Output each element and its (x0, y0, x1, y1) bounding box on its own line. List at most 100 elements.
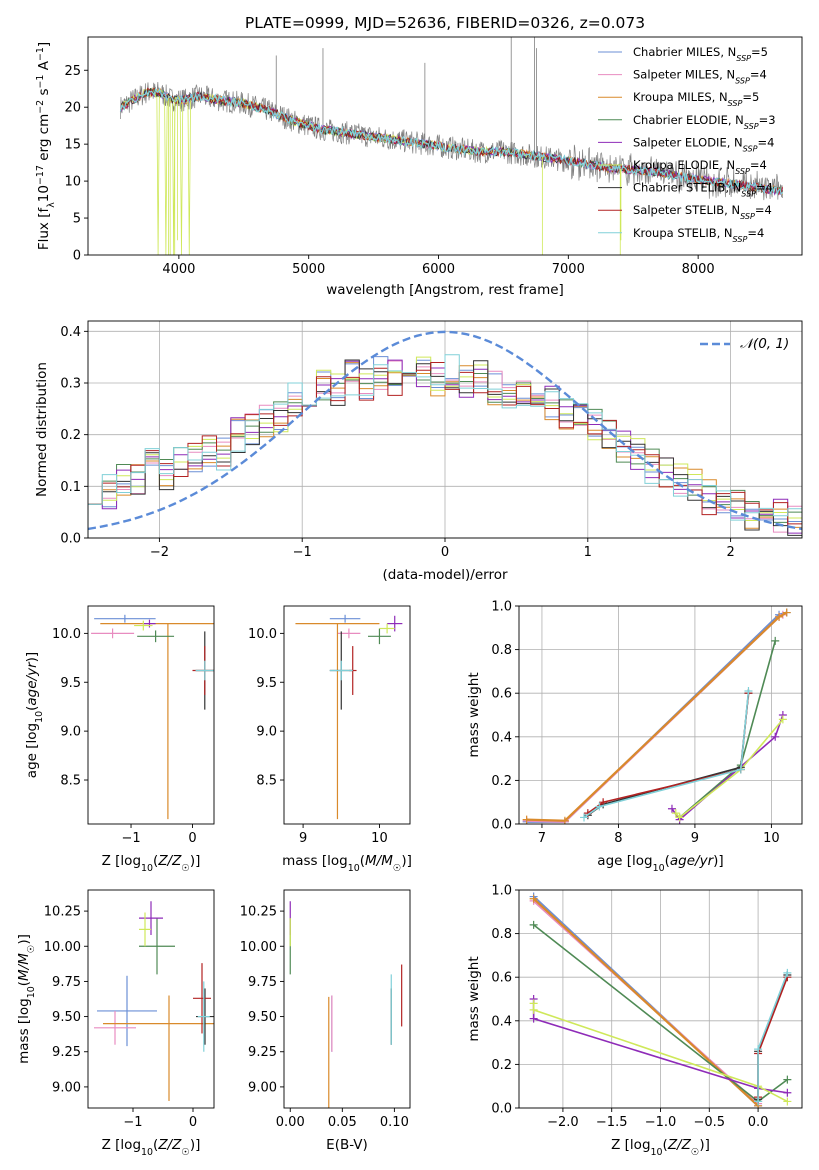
y-tick-label: 0.8 (491, 927, 512, 942)
panel-weight-Z: −2.0 −1.5 −1.0 −0.5 0.0 0.0 0.2 0.4 0.6 0.8 1.0 mas… (466, 884, 803, 1158)
plot-area (289, 901, 403, 1108)
weight-point-marker (529, 1005, 538, 1014)
x-axis-label: wavelength [Angstrom, rest frame] (326, 282, 564, 298)
x-tick-label: 5000 (292, 262, 325, 277)
y-tick-label: 8.5 (256, 774, 277, 789)
plot-area (94, 901, 214, 1101)
legend-entry: Kroupa MILES, NSSP=5 (633, 90, 759, 108)
legend-entry: Salpeter STELIB, NSSP=4 (633, 203, 772, 221)
errorbar-point (379, 623, 395, 634)
normal-curve-line (88, 330, 802, 531)
legend-entry: Kroupa ELODIE, NSSP=4 (633, 158, 767, 176)
x-axis-label: (data-model)/error (382, 567, 508, 583)
errorbar-point (193, 963, 211, 1034)
x-axis-label: Z [log10(Z/Z☉)] (611, 1137, 710, 1158)
x-tick-label: 2 (726, 545, 734, 560)
panel-residuals: −2 −1 0 1 2 0.0 0.1 0.2 0.3 0.4 (data-model)/error… (34, 320, 803, 583)
x-axis-label: Z [log10(Z/Z☉)] (102, 853, 201, 874)
y-tick-label: 0.0 (491, 818, 512, 833)
weight-point-marker (754, 1097, 763, 1106)
y-tick-label: 10.25 (44, 905, 81, 920)
x-tick-label: 10 (763, 831, 780, 846)
y-tick-label: 9.00 (52, 1080, 81, 1095)
weight-point-marker (671, 809, 680, 818)
x-tick-label: 0 (189, 1115, 197, 1130)
x-axis-label: mass [log10(M/M☉)] (282, 853, 412, 874)
x-tick-label: 8 (614, 831, 622, 846)
x-tick-label: −2 (150, 545, 169, 560)
errorbar-point (197, 981, 210, 1052)
panel-weight-age: 7 8 9 10 0.0 0.2 0.4 0.6 0.8 1.0 mass weight age [l… (466, 600, 803, 874)
y-tick-label: 9.5 (256, 676, 277, 691)
x-tick-label: −2.0 (547, 1115, 579, 1130)
legend-entry: Chabrier ELODIE, NSSP=3 (633, 113, 776, 131)
grid-lines (88, 321, 802, 539)
axes-frame (283, 605, 411, 825)
x-tick-label: 7 (538, 831, 546, 846)
y-axis-label: mass weight (466, 672, 482, 757)
errorbar-point (94, 1010, 136, 1045)
weight-point-marker (778, 715, 787, 724)
y-tick-label: 0.0 (60, 532, 81, 547)
model-fit-line (119, 87, 783, 196)
plot-area (119, 37, 783, 255)
x-tick-label: −1 (123, 1115, 142, 1130)
y-tick-label: 25 (64, 64, 81, 79)
axes-frame (87, 889, 215, 1109)
weight-point-marker (580, 813, 589, 822)
axes-frame (87, 605, 215, 825)
y-tick-label: 15 (64, 138, 81, 153)
x-axis-label: age [log10(age/yr)] (597, 853, 723, 874)
x-tick-label: −1.0 (645, 1115, 677, 1130)
weight-line (675, 718, 784, 819)
y-tick-label: 9.50 (248, 1010, 277, 1025)
y-tick-label: 10.0 (248, 627, 277, 642)
y-tick-label: 10.0 (52, 627, 81, 642)
x-tick-label: 0.0 (748, 1115, 769, 1130)
plot-area (522, 608, 791, 824)
y-tick-label: 10.00 (44, 940, 81, 955)
y-tick-label: 0.4 (60, 325, 81, 340)
errorbar-point (103, 995, 214, 1101)
y-tick-label: 0.2 (60, 428, 81, 443)
y-tick-label: 9.25 (52, 1045, 81, 1060)
x-tick-label: −0.5 (694, 1115, 726, 1130)
weight-line (671, 714, 784, 821)
y-tick-label: 1.0 (491, 884, 512, 899)
y-tick-label: 0.6 (491, 687, 512, 702)
weight-point-marker (754, 1045, 763, 1054)
y-tick-label: 0.4 (491, 730, 512, 745)
weight-line (583, 690, 750, 819)
y-tick-label: 8.5 (60, 774, 81, 789)
y-axis-label: Normed distribution (34, 362, 50, 497)
x-tick-label: 8000 (682, 262, 715, 277)
y-tick-label: 9.75 (248, 975, 277, 990)
weight-point-marker (529, 920, 538, 929)
axes-frame (283, 889, 411, 1109)
y-tick-label: 9.5 (60, 676, 81, 691)
weight-point-marker (771, 732, 780, 741)
errorbar-point (137, 630, 175, 643)
plot-area (91, 614, 214, 820)
axes-frame (87, 36, 803, 256)
errorbar-point (139, 912, 151, 947)
y-tick-label: 9.25 (248, 1045, 277, 1060)
y-tick-label: 9.50 (52, 1010, 81, 1025)
y-axis-label: mass [log10(M/M☉)] (16, 934, 37, 1064)
y-tick-label: 9.00 (248, 1080, 277, 1095)
x-tick-label: −1 (293, 545, 312, 560)
weight-point-marker (783, 968, 792, 977)
x-tick-label: −1.5 (596, 1115, 628, 1130)
weight-point-marker (771, 636, 780, 645)
legend-entry: Chabrier MILES, NSSP=5 (633, 45, 768, 63)
y-tick-label: 10.00 (240, 940, 277, 955)
weight-point-marker (783, 1075, 792, 1084)
panel-mass-EBV: 0.00 0.05 0.10 9.00 9.25 9.50 9.75 10.00 10.25 E(… (240, 889, 411, 1153)
errorbar-point (134, 620, 153, 631)
y-tick-label: 0.6 (491, 971, 512, 986)
y-tick-label: 0.0 (491, 1102, 512, 1117)
legend-entry: Salpeter MILES, NSSP=4 (633, 68, 767, 86)
y-tick-label: 0.1 (60, 480, 81, 495)
weight-point-marker (783, 1088, 792, 1097)
